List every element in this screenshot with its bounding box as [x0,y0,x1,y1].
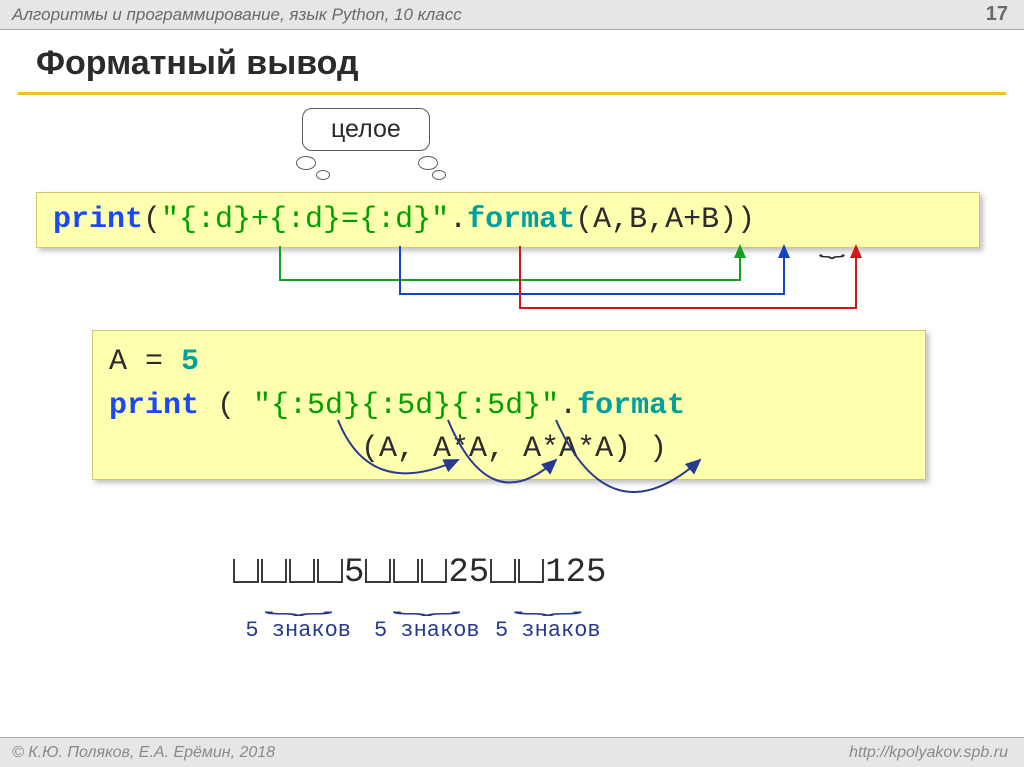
header-bar: Алгоритмы и программирование, язык Pytho… [0,0,1024,30]
output-chunk: 5 ⏟ 5 знаков [232,554,364,643]
callout-tail-icon [418,156,438,170]
brace-down-icon: ⏟ [360,600,735,610]
callout-tail-icon [432,170,446,180]
page-number: 17 [986,3,1008,26]
callout-tail-icon [316,170,330,180]
footer-url: http://kpolyakov.spb.ru [849,744,1008,762]
brace-over-ab: ⏟ [819,236,845,259]
output-chunk: 25 ⏟ 5 знаков [364,554,489,643]
chunk-label: 5 знаков [489,618,606,643]
footer-bar: © К.Ю. Поляков, Е.А. Ерёмин, 2018 http:/… [0,737,1024,767]
callout-integer: целое [302,108,430,151]
callout-tail-icon [296,156,316,170]
chunk-label: 5 знаков [364,618,489,643]
header-title: Алгоритмы и программирование, язык Pytho… [12,5,986,25]
title-rule [18,92,1006,95]
output-formatted: 5 ⏟ 5 знаков 25 ⏟ 5 знаков 125 ⏟ 5 знако… [232,554,606,643]
footer-copyright: © К.Ю. Поляков, Е.А. Ерёмин, 2018 [12,744,849,762]
code-block-2: A = 5 print ( "{:5d}{:5d}{:5d}".format (… [92,330,926,480]
output-chunk: 125 ⏟ 5 знаков [489,554,606,643]
chunk-label: 5 знаков [232,618,364,643]
slide-title: Форматный вывод [36,44,359,83]
